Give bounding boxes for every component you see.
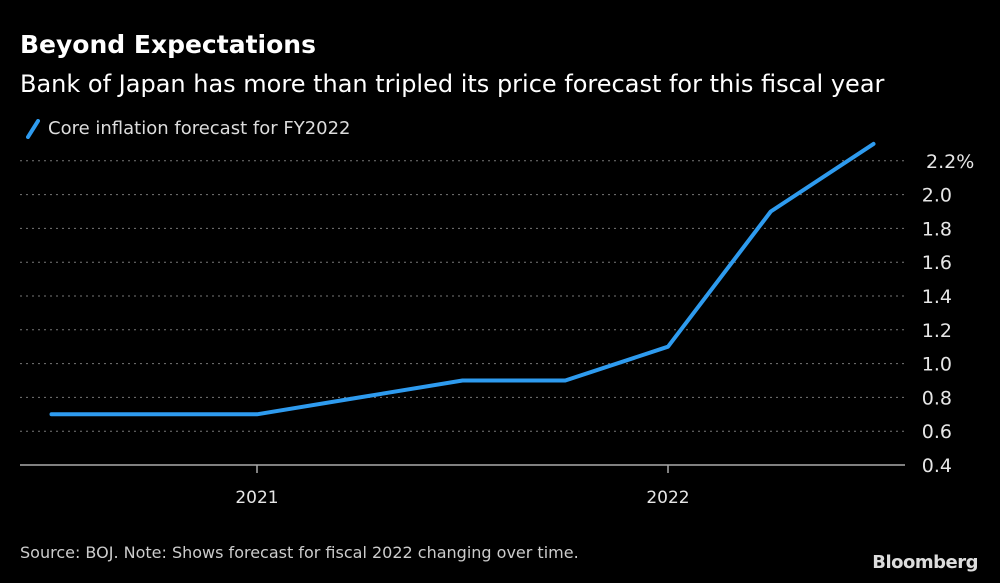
chart-title: Beyond Expectations [20,30,316,59]
x-tick-label: 2021 [235,488,278,508]
chart-subtitle: Bank of Japan has more than tripled its … [20,70,885,98]
legend: Core inflation forecast for FY2022 [26,118,351,139]
series-line-core-inflation [49,141,876,417]
y-tick-label: 0.6 [922,421,952,443]
source-note: Source: BOJ. Note: Shows forecast for fi… [20,543,579,562]
y-tick-label: 0.8 [922,387,952,409]
bloomberg-logo: Bloomberg [872,552,978,573]
y-tick-label: 1.0 [922,354,952,376]
y-tick-label: 2.0 [922,185,952,207]
y-tick-label: 1.6 [922,252,952,274]
y-tick-label: 0.4 [922,455,952,477]
y-tick-label: 1.2 [922,320,952,342]
legend-label: Core inflation forecast for FY2022 [48,118,351,139]
legend-line-icon [26,118,40,139]
y-tick-label: 2.2% [926,151,974,173]
x-tick-label: 2022 [646,488,689,508]
y-tick-label: 1.8 [922,218,952,240]
y-tick-label: 1.4 [922,286,952,308]
